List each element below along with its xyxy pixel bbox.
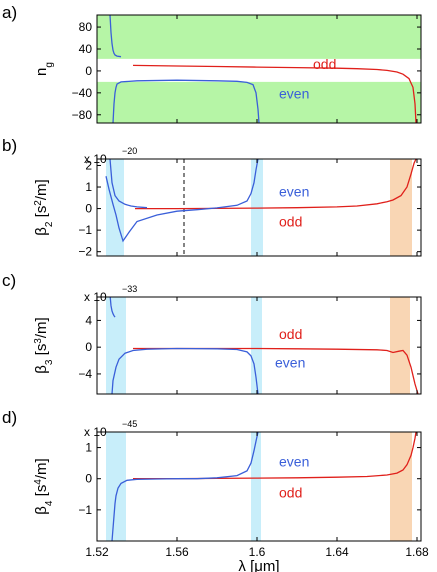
x-tick-label: 1.68 xyxy=(405,545,429,559)
panel-label: d) xyxy=(2,408,17,427)
series-even-line-2 xyxy=(105,159,259,243)
shaded-band-0 xyxy=(106,159,124,256)
y-tick-label: 0 xyxy=(85,472,92,486)
y-axis-label: β4 [s4/m] xyxy=(33,458,55,514)
panel-d: 1 0 −1 1.52 1.56 1.6 1.64 1.68 λ [μm] d) x 10 −45 β4… xyxy=(2,408,429,572)
panel-label: a) xyxy=(2,3,17,22)
y-tick-label: 4 xyxy=(85,313,92,327)
y-tick-label: −80 xyxy=(72,108,93,122)
series-label-odd: odd xyxy=(279,326,302,342)
y-tick-label: −2 xyxy=(78,245,92,259)
x-axis-label: λ [μm] xyxy=(238,558,279,572)
shaded-band-0 xyxy=(106,297,126,394)
shaded-band-0 xyxy=(106,432,126,541)
shaded-band-0 xyxy=(97,15,421,59)
y-tick-label: 80 xyxy=(79,20,93,34)
shaded-band-1 xyxy=(251,432,261,541)
panel-c: 4 0 −4 c) x 10 −33 β3 [s3/m] odd even xyxy=(2,271,422,395)
x-tick-label: 1.52 xyxy=(85,545,109,559)
y-tick-label: 1 xyxy=(85,180,92,194)
series-label-even: even xyxy=(279,183,309,199)
y-tick-label: −4 xyxy=(78,367,92,381)
y-tick-label: −1 xyxy=(78,223,92,237)
y-multiplier-exponent: −33 xyxy=(122,284,137,294)
series-even-line-1 xyxy=(109,297,116,318)
series-odd-line-0 xyxy=(132,64,417,123)
shaded-band-2 xyxy=(390,432,412,541)
plot-frame xyxy=(96,158,422,257)
series-even-line-1 xyxy=(109,159,148,209)
series-label-odd: odd xyxy=(313,56,336,72)
plot-frame xyxy=(96,431,422,542)
series-odd-line-0 xyxy=(133,347,419,394)
y-axis-label: β3 [s3/m] xyxy=(33,317,55,373)
series-even-line-2 xyxy=(112,79,260,123)
y-tick-label: 0 xyxy=(85,202,92,216)
panel-label: b) xyxy=(2,136,17,155)
x-tick-label: 1.6 xyxy=(249,545,266,559)
y-tick-label: −1 xyxy=(78,503,92,517)
series-odd-line-0 xyxy=(133,432,417,480)
y-axis-label: β2 [s2/m] xyxy=(33,179,55,235)
y-tick-label: 2 xyxy=(85,158,92,172)
x-tick-label: 1.56 xyxy=(165,545,189,559)
series-label-odd: odd xyxy=(279,214,302,230)
series-label-odd: odd xyxy=(279,485,302,501)
series-even-line-1 xyxy=(111,432,259,541)
series-label-even: even xyxy=(279,454,309,470)
series-even-line-2 xyxy=(111,347,259,394)
y-multiplier: x 10 xyxy=(84,290,107,304)
y-axis-label: ng xyxy=(33,62,55,76)
panel-label: c) xyxy=(2,271,16,290)
series-odd-line-0 xyxy=(135,159,417,210)
y-multiplier-exponent: −45 xyxy=(122,419,137,429)
plot-frame xyxy=(96,296,422,395)
y-tick-label: 0 xyxy=(85,64,92,78)
y-tick-label: 1 xyxy=(85,441,92,455)
series-label-even: even xyxy=(275,355,305,371)
series-label-even: even xyxy=(279,85,309,101)
x-tick-label: 1.64 xyxy=(325,545,349,559)
shaded-band-1 xyxy=(251,297,262,394)
y-multiplier: x 10 xyxy=(84,425,107,439)
y-multiplier-exponent: −20 xyxy=(122,146,137,156)
plot-frame xyxy=(96,14,422,124)
y-tick-label: −40 xyxy=(72,86,93,100)
panel-b: 2 1 0 −1 −2 b) x 10 −20 β2 [s2/m] even odd xyxy=(2,136,422,259)
y-tick-label: 0 xyxy=(85,340,92,354)
shaded-band-2 xyxy=(390,297,410,394)
y-multiplier: x 10 xyxy=(84,152,107,166)
shaded-band-2 xyxy=(390,159,412,256)
series-even-line-1 xyxy=(109,15,122,58)
y-tick-label: 40 xyxy=(79,42,93,56)
